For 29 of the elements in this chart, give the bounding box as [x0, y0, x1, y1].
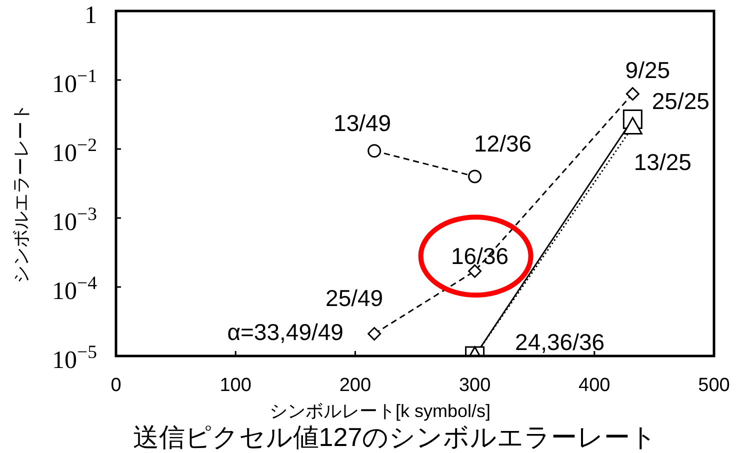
annotation: 13/25 [634, 148, 692, 175]
y-tick-label: 10$^{−4}$ [52, 272, 98, 305]
annotation: 25/49 [326, 284, 384, 311]
y-tick-label: 10$^{−5}$ [52, 342, 97, 374]
annotation: 25/25 [652, 88, 710, 114]
annotation: 16/36 [451, 243, 509, 270]
x-tick-label: 400 [578, 375, 610, 396]
text: 送信ピクセル値127のシンボルエラーレート [132, 422, 658, 452]
annotation: α=33,49/49 [227, 318, 344, 345]
point [468, 170, 482, 184]
y-tick-label: 10$^{−2}$ [52, 134, 97, 167]
point [626, 87, 640, 101]
y-tick-label: 1 [84, 2, 97, 29]
x-tick-label: 200 [339, 375, 372, 396]
x-axis-title: シンボルレート[k symbol/s] [269, 401, 491, 421]
x-tick-label: 500 [698, 375, 730, 396]
point [368, 327, 382, 341]
annotation: 12/36 [474, 130, 532, 156]
x-tick-label: 100 [220, 375, 252, 396]
annotation: 13/49 [334, 110, 392, 136]
annotation: 24,36/36 [515, 329, 605, 355]
point [368, 144, 382, 158]
y-tick-label: 10$^{−1}$ [52, 66, 97, 98]
x-tick-label: 0 [110, 375, 122, 396]
y-axis-title: シンボルエラーレート [11, 104, 31, 284]
x-tick-label: 300 [458, 375, 491, 396]
annotation: 9/25 [625, 56, 670, 83]
y-tick-label: 10$^{−3}$ [52, 204, 97, 236]
point [468, 264, 482, 278]
